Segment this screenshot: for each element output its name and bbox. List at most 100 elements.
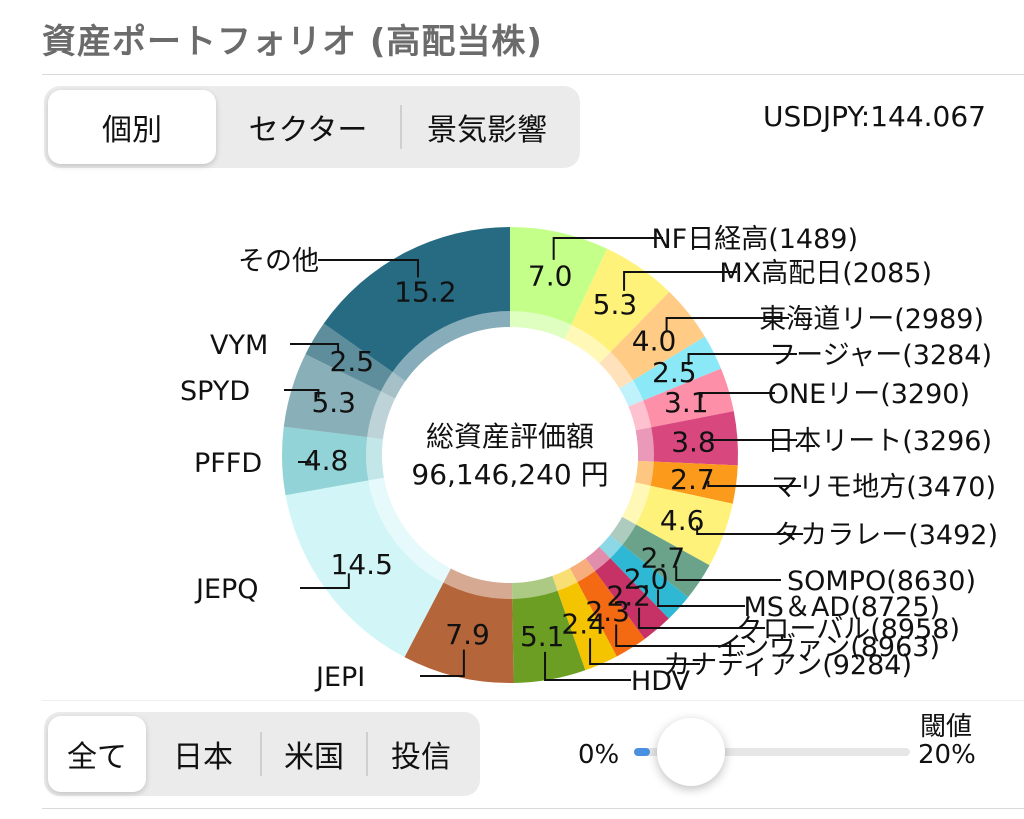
donut-slice[interactable] <box>569 558 645 657</box>
slice-name-label: JEPQ <box>194 574 259 605</box>
donut-inner-shade <box>628 400 652 431</box>
donut-slice[interactable] <box>305 323 406 399</box>
center-value: 96,146,240 円 <box>411 458 608 491</box>
leader-line <box>290 343 340 353</box>
donut-slice[interactable] <box>285 477 451 658</box>
donut-inner-shade <box>585 546 611 572</box>
donut-inner-shade <box>609 516 637 545</box>
donut-inner-shade <box>564 324 611 364</box>
donut-slice[interactable] <box>599 534 689 619</box>
donut-hole <box>382 327 638 583</box>
donut-slice[interactable] <box>635 460 738 504</box>
tab-sector[interactable]: セクター <box>248 113 368 148</box>
slice-value-label: 4.0 <box>632 325 677 358</box>
filter-all[interactable]: 全て <box>48 716 146 792</box>
slice-name-label: MX高配日(2085) <box>719 258 932 289</box>
slice-name-label: VYM <box>210 330 268 361</box>
leader-line <box>420 649 465 677</box>
donut-slice[interactable] <box>628 368 734 431</box>
slice-value-label: 2.5 <box>330 345 375 378</box>
portfolio-donut-chart: 7.05.34.02.53.13.82.74.62.72.02.22.32.45… <box>180 224 998 697</box>
slice-value-label: 4.8 <box>304 444 349 477</box>
leader-line <box>657 589 745 607</box>
donut-slice[interactable] <box>323 227 510 382</box>
leader-line <box>544 651 631 681</box>
donut-slice[interactable] <box>552 568 617 671</box>
slice-name-label: クローバル(8958) <box>735 614 960 645</box>
slice-value-label: 2.2 <box>606 580 651 613</box>
slice-name-label: ONEリー(3290) <box>768 379 970 410</box>
leader-line <box>318 259 419 278</box>
bottom-divider <box>42 808 1024 809</box>
slice-name-label: MS＆AD(8725) <box>744 592 940 623</box>
slice-value-label: 3.1 <box>664 386 709 419</box>
donut-slice[interactable] <box>510 227 608 340</box>
leader-line <box>284 389 320 398</box>
donut-inner-shade <box>635 460 654 486</box>
threshold-track[interactable] <box>634 748 910 756</box>
donut-inner-shade <box>366 437 385 481</box>
donut-slice[interactable] <box>512 575 586 683</box>
donut-slice[interactable] <box>585 546 669 639</box>
slice-value-label: 5.3 <box>593 288 638 321</box>
donut-slice[interactable] <box>622 482 733 566</box>
tab-separator <box>400 105 402 149</box>
slice-value-label: 3.8 <box>671 425 716 458</box>
donut-slice[interactable] <box>283 354 396 440</box>
slice-name-label: PFFD <box>194 448 262 479</box>
threshold-label: 閾値 <box>920 712 973 742</box>
donut-slice[interactable] <box>564 248 670 364</box>
donut-inner-shade <box>599 351 634 389</box>
slice-name-label: HDV <box>631 666 691 697</box>
slice-name-label: JEPI <box>314 662 365 693</box>
slice-name-label: フージャー(3284) <box>769 340 992 371</box>
donut-inner-shade <box>510 311 572 340</box>
threshold-min: 0% <box>578 740 620 770</box>
leader-line <box>300 573 350 589</box>
leader-line <box>687 353 797 365</box>
slice-value-label: 4.6 <box>660 504 705 537</box>
donut-slice[interactable] <box>599 291 705 389</box>
slice-name-label: タカラレー(3492) <box>773 520 998 551</box>
chart-divider <box>42 700 1024 701</box>
donut-inner-shade <box>552 568 578 591</box>
donut-inner-shade <box>392 311 510 382</box>
slice-name-label: マリモ地方(3470) <box>771 472 996 503</box>
leader-line <box>623 271 737 291</box>
slice-name-label: インヴァン(8963) <box>715 632 940 663</box>
slice-name-label: NF日経高(1489) <box>651 224 858 255</box>
filter-japan[interactable]: 日本 <box>173 740 233 775</box>
filter-fund[interactable]: 投信 <box>391 740 451 775</box>
leader-line <box>638 607 765 629</box>
tab-economic-impact[interactable]: 景気影響 <box>427 113 547 148</box>
filter-separator <box>260 732 262 776</box>
slice-name-label: SOMPO(8630) <box>787 566 976 597</box>
slice-name-label: 東海道リー(2989) <box>759 304 984 335</box>
slice-value-label: 2.5 <box>652 356 697 389</box>
center-label: 総資産評価額 <box>426 420 594 453</box>
slice-value-label: 5.3 <box>311 386 356 419</box>
donut-slice[interactable] <box>609 516 710 598</box>
slice-value-label: 2.7 <box>670 463 715 496</box>
threshold-slider-knob[interactable] <box>656 718 725 786</box>
leader-line <box>675 566 781 581</box>
donut-slice[interactable] <box>635 411 738 466</box>
donut-inner-shade <box>619 380 644 407</box>
leader-line <box>707 481 801 487</box>
leader-line <box>665 317 789 331</box>
slice-name-label: その他 <box>238 246 319 277</box>
leader-line <box>700 392 775 398</box>
donut-inner-shade <box>380 371 406 399</box>
donut-inner-shade <box>599 534 623 559</box>
slice-name-label: 日本リート(3296) <box>767 426 992 457</box>
filter-us[interactable]: 米国 <box>284 740 344 775</box>
donut-inner-shade <box>443 568 513 599</box>
donut-slice[interactable] <box>404 568 514 683</box>
tab-individual[interactable]: 個別 <box>48 90 216 164</box>
leader-line <box>615 624 745 647</box>
donut-slice[interactable] <box>281 426 385 496</box>
slice-value-label: 2.3 <box>585 595 630 628</box>
leader-line <box>552 237 663 260</box>
usdjpy-rate: USDJPY:144.067 <box>763 100 986 133</box>
threshold-fill <box>634 748 650 756</box>
